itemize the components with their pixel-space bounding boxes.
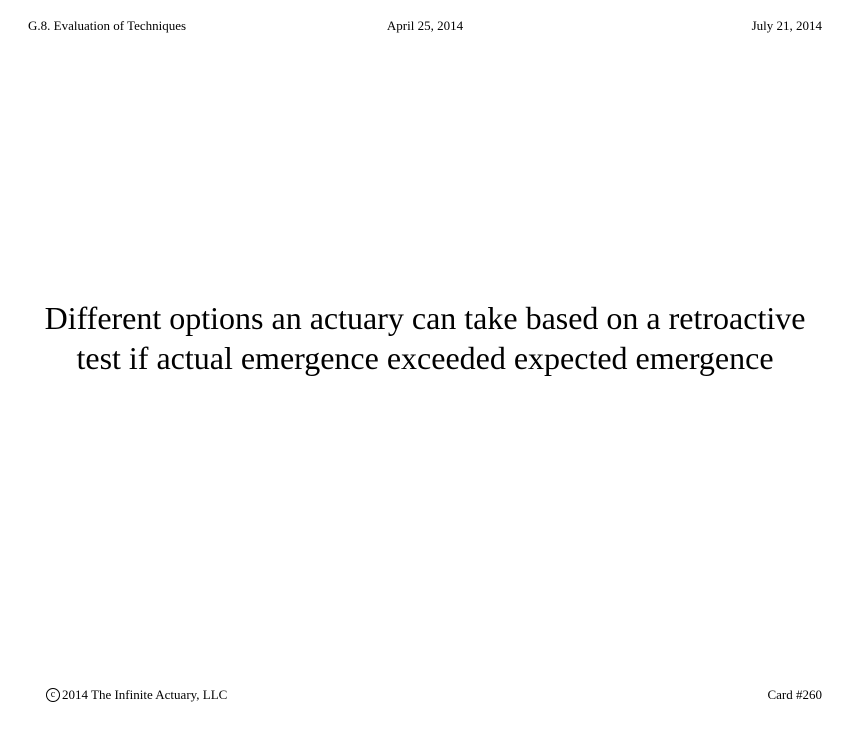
copyright-icon: c bbox=[46, 688, 60, 702]
card-question: Different options an actuary can take ba… bbox=[44, 300, 806, 376]
section-title: G.8. Evaluation of Techniques bbox=[28, 18, 187, 33]
date-created: April 25, 2014 bbox=[386, 18, 464, 33]
copyright-notice: c 2014 The Infinite Actuary, LLC bbox=[46, 687, 227, 703]
date-updated: July 21, 2014 bbox=[751, 18, 822, 33]
copyright-text: 2014 The Infinite Actuary, LLC bbox=[62, 687, 228, 702]
card-number: Card #260 bbox=[767, 687, 822, 702]
